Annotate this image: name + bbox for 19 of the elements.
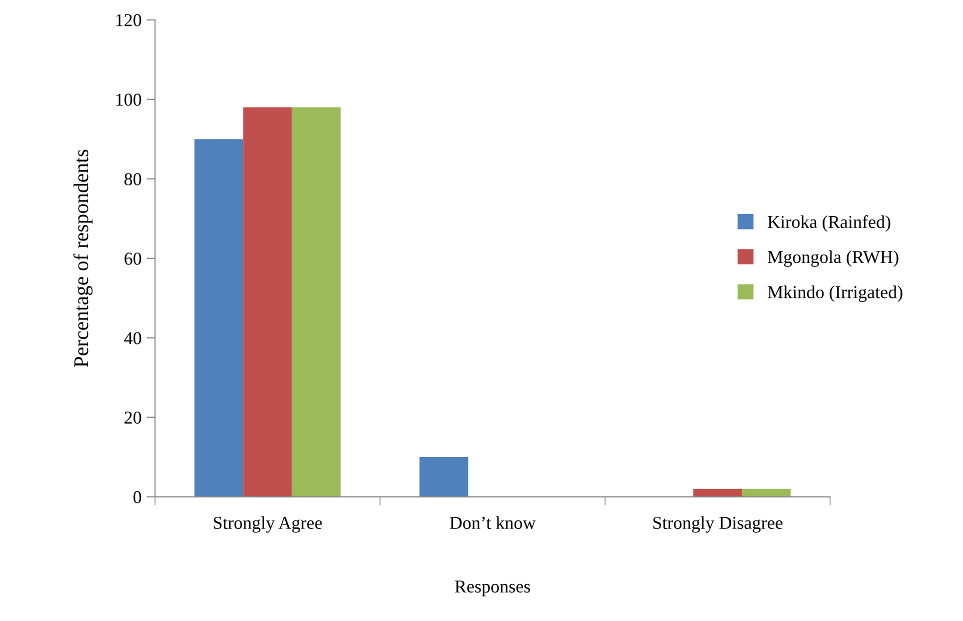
y-tick-label: 40 (124, 332, 142, 344)
y-tick-label: 20 (124, 412, 142, 424)
x-tick-label: Strongly Disagree (653, 516, 782, 533)
bar (292, 107, 341, 497)
y-tick-label: 0 (134, 491, 142, 504)
y-tick-label: 60 (124, 252, 142, 265)
bar (194, 139, 244, 497)
legend-label: Mgongola (RWH) (768, 250, 898, 267)
legend-label: Mkindo (Irrigated) (768, 286, 902, 302)
y-tick-label: 80 (124, 173, 142, 186)
x-tick-label: Don’t know (450, 516, 536, 529)
bar (243, 107, 292, 497)
y-tick-label: 100 (116, 94, 142, 106)
x-axis-title: Responses (454, 580, 530, 596)
y-tick-label: 120 (116, 14, 142, 26)
x-tick-label: Strongly Agree (214, 516, 322, 533)
legend-label: Kiroka (Rainfed) (768, 215, 890, 232)
y-axis-title: Percentage of respondents (73, 150, 93, 368)
bar (419, 457, 468, 497)
